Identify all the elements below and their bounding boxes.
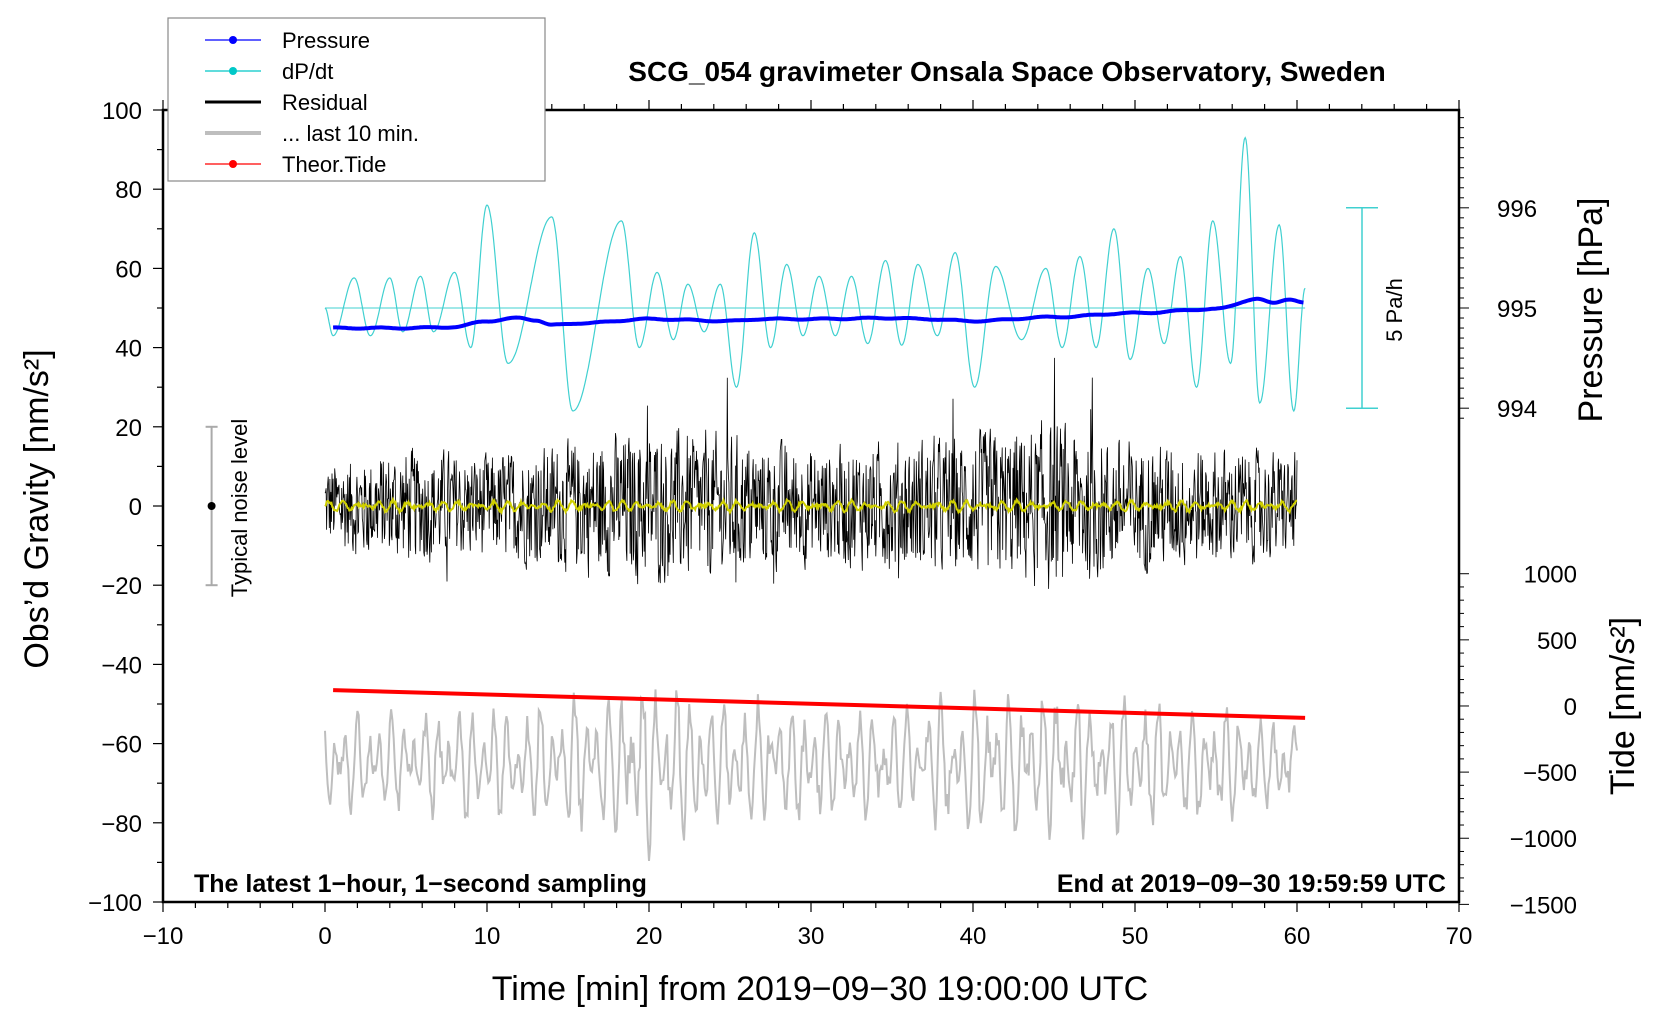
y-tick-label: 100 [102,98,142,125]
chart-marks [205,136,1378,861]
x-tick-label: 10 [474,923,501,950]
theor-tide-line [333,688,1306,720]
dpdt-line [324,136,1306,413]
x-tick-label: −10 [143,923,184,950]
x-tick-label: 70 [1446,923,1473,950]
y-tick-label: −60 [101,732,142,759]
axis-ticks: −10 0 10 20 30 40 50 60 70100806040200−20−40−60−… [88,98,1577,950]
y-tick-label: 0 [129,494,142,521]
legend-marker-4 [229,160,237,168]
y-tick-label: −80 [101,811,142,838]
last-10min-line [324,689,1298,861]
legend-label: Theor.Tide [282,152,386,177]
legend: Pressure dP/dt Residual ... last 10 min. The… [167,17,546,182]
y-tick-label: 40 [115,336,142,363]
pressure-tick-label: 994 [1497,396,1537,423]
annotation-left: The latest 1−hour, 1−second sampling [194,870,647,898]
x-tick-label: 50 [1122,923,1149,950]
x-tick-label: 0 [318,923,331,950]
legend-label: ... last 10 min. [282,121,419,146]
legend-marker-0 [229,36,237,44]
y-tick-label: −100 [88,890,142,917]
legend-box [167,17,546,182]
noise-level-dot [207,502,216,510]
y-tick-label: 80 [115,177,142,204]
y-tick-label: 20 [115,415,142,442]
residual-smoothed-line [324,496,1298,516]
tide-axis-label: Tide [nm/s²] [1604,617,1642,795]
legend-label: Residual [282,90,368,115]
x-tick-label: 40 [960,923,987,950]
noise-level-label: Typical noise level [227,419,252,598]
tide-tick-label: 1000 [1524,562,1577,589]
y-tick-label: −20 [101,573,142,600]
pressure-axis-label: Pressure [hPa] [1572,198,1610,423]
annotation-right: End at 2019−09−30 19:59:59 UTC [1057,870,1446,898]
tide-tick-label: −1500 [1510,892,1577,919]
y-tick-label: 60 [115,256,142,283]
tide-tick-label: −500 [1523,760,1577,787]
residual-line [324,357,1298,589]
legend-label: Pressure [282,28,370,53]
dpdt-scale-label: 5 Pa/h [1382,278,1407,342]
x-tick-label: 60 [1284,923,1311,950]
chart-title: SCG_054 gravimeter Onsala Space Observat… [628,56,1385,87]
x-axis-label: Time [min] from 2019−09−30 19:00:00 UTC [492,970,1148,1008]
tide-tick-label: −1000 [1510,826,1577,853]
x-tick-label: 20 [636,923,663,950]
pressure-tick-label: 996 [1497,196,1537,223]
pressure-tick-label: 995 [1497,296,1537,323]
tide-tick-label: 0 [1564,694,1577,721]
y-tick-label: −40 [101,652,142,679]
y-axis-label: Obs’d Gravity [nm/s²] [18,349,56,668]
tide-tick-label: 500 [1537,628,1577,655]
legend-label: dP/dt [282,59,333,84]
legend-marker-1 [229,67,237,75]
pressure-line [332,296,1304,331]
x-tick-label: 30 [798,923,825,950]
